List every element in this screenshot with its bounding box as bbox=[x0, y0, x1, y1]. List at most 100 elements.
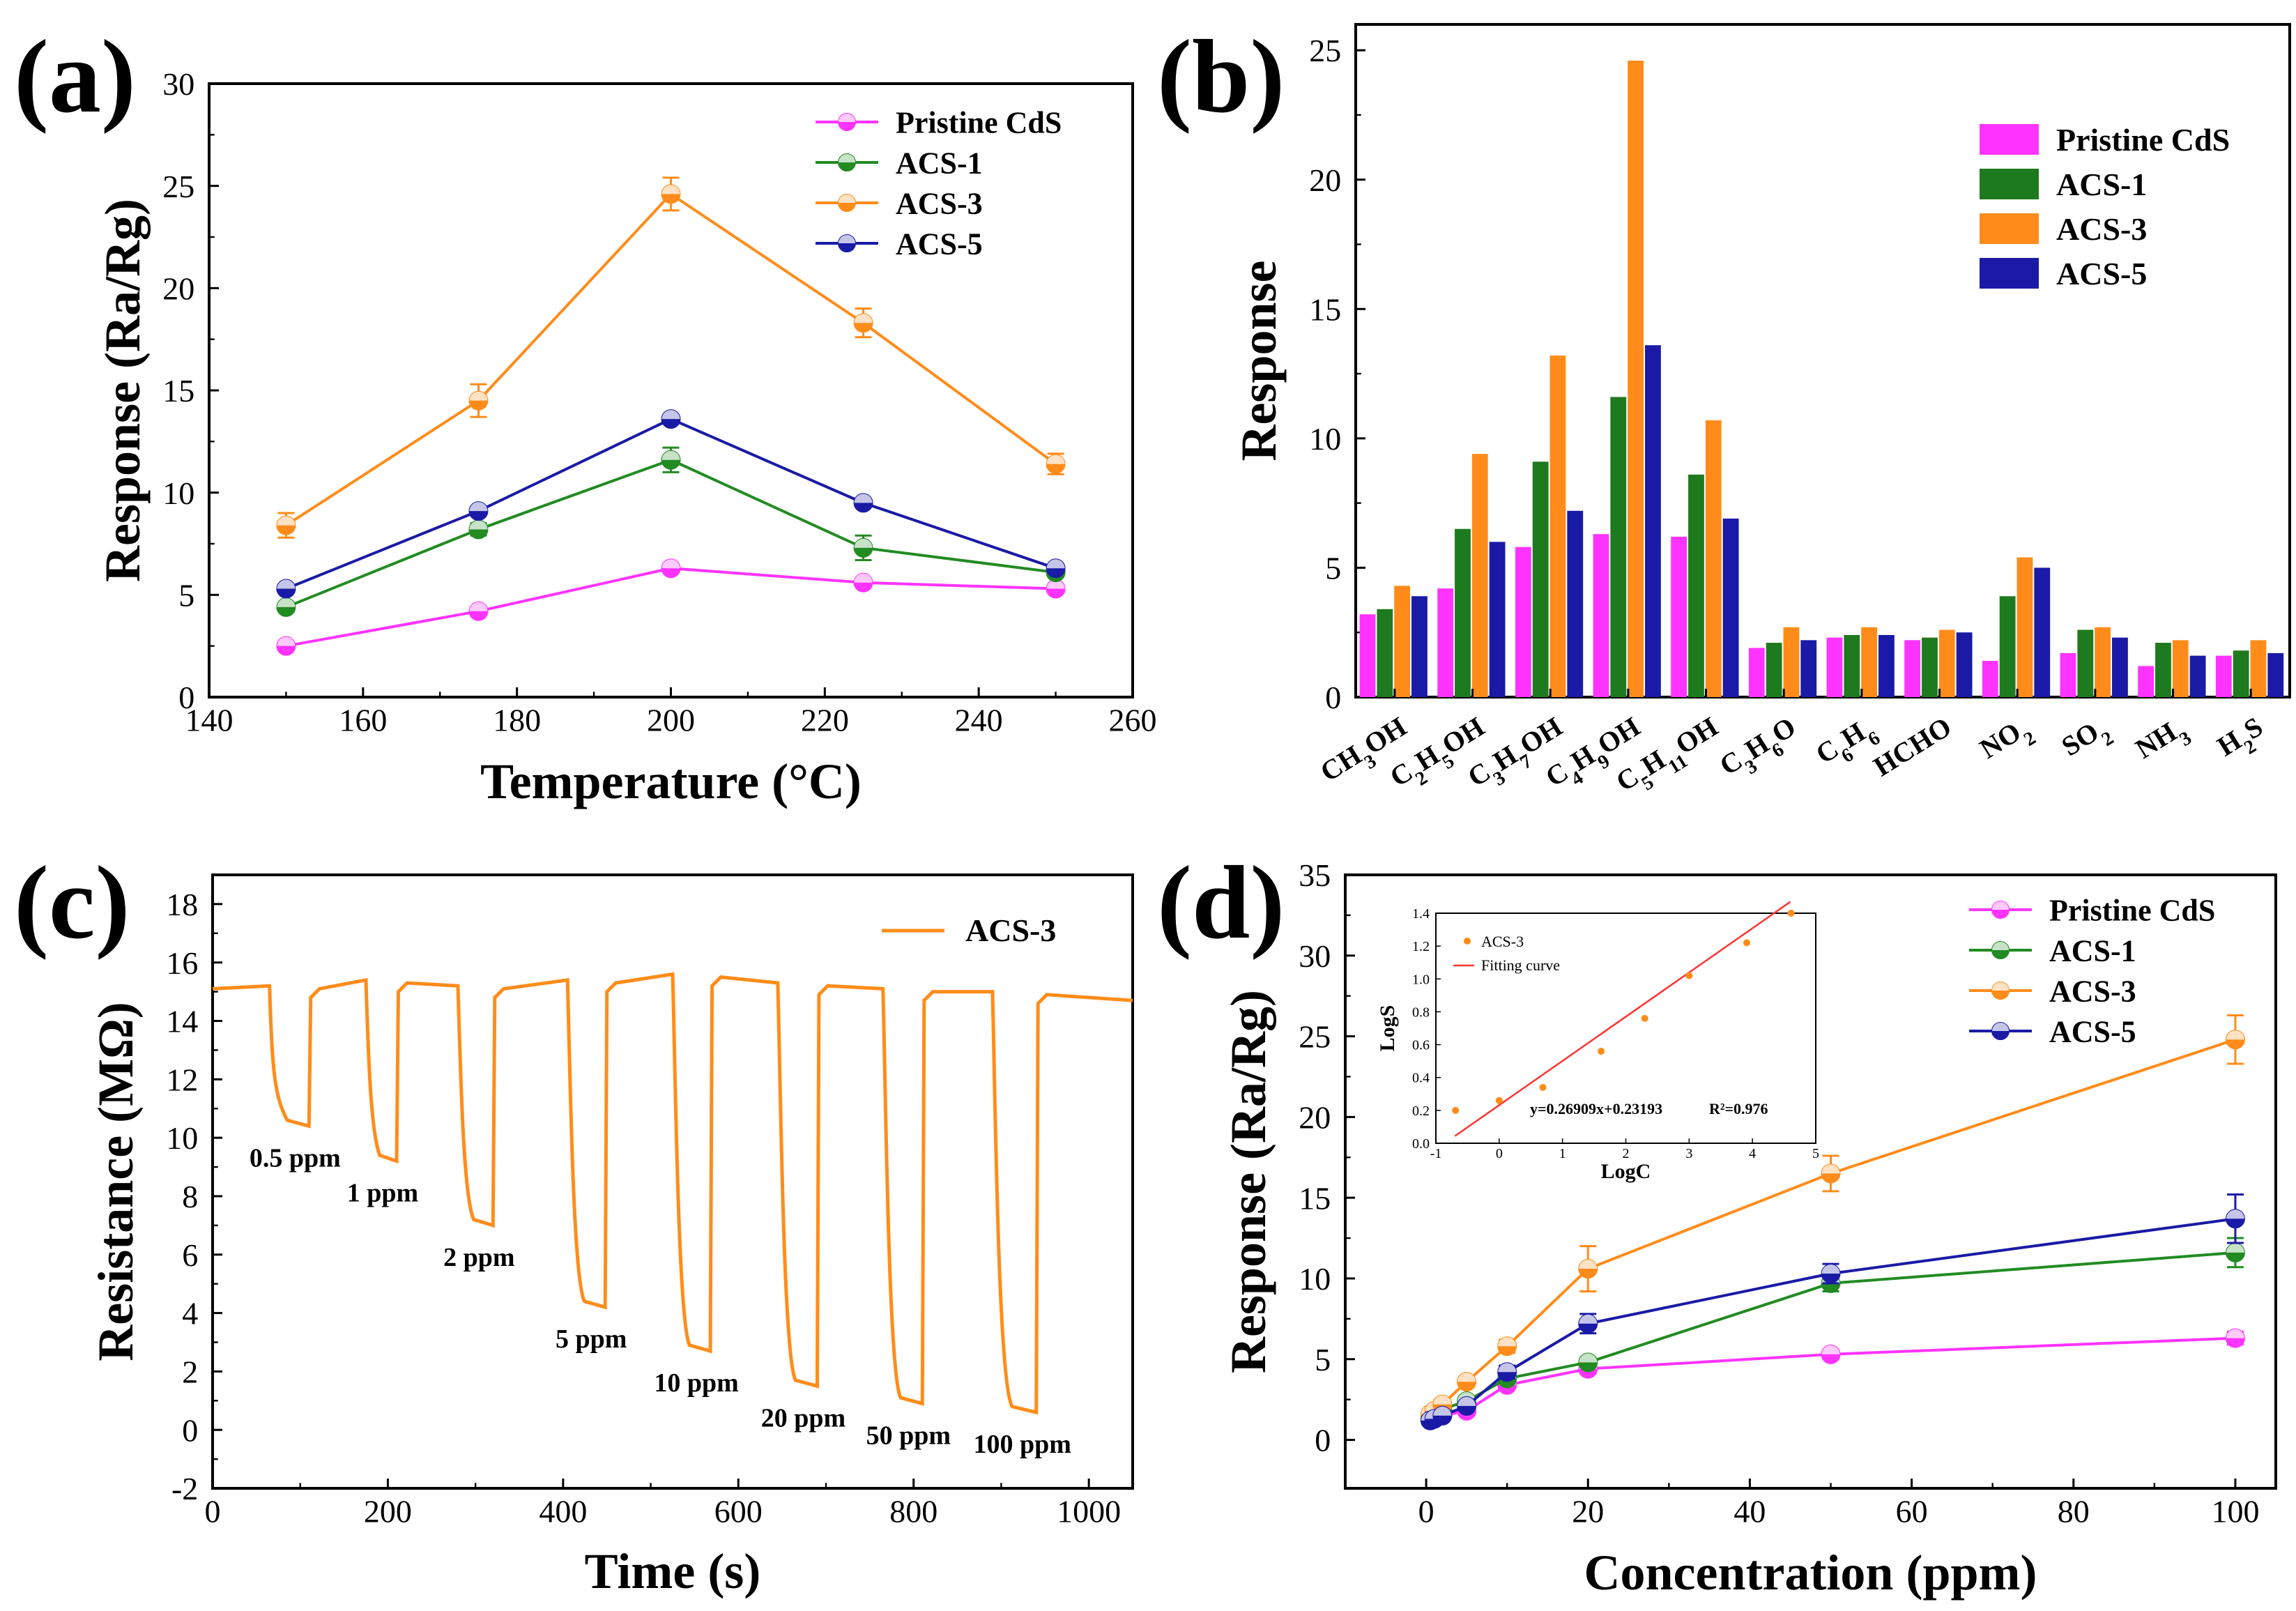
x-tick-label: 180 bbox=[493, 702, 541, 738]
legend-swatch bbox=[1980, 258, 2039, 289]
data-point-pristine-cds bbox=[661, 558, 681, 579]
inset-legend-label: Fitting curve bbox=[1481, 956, 1560, 974]
data-point-acs-3-highlight bbox=[1046, 455, 1065, 464]
bar-acs-5 bbox=[1722, 518, 1739, 697]
x-tick-label: 2 bbox=[1623, 1146, 1630, 1161]
y-tick-label: 10 bbox=[162, 475, 194, 511]
data-point-pristine-cds-highlight bbox=[277, 636, 296, 646]
y-tick-label: 0 bbox=[1315, 1423, 1331, 1458]
x-tick-label: C3H6O bbox=[1714, 710, 1806, 789]
concentration-annotation: 20 ppm bbox=[761, 1403, 845, 1433]
x-tick-label: -1 bbox=[1430, 1146, 1442, 1161]
bar-acs-1 bbox=[1377, 609, 1393, 697]
legend-marker-highlight bbox=[1992, 982, 2009, 991]
legend-label: ACS-5 bbox=[2056, 256, 2147, 291]
panel-label: (d) bbox=[1157, 845, 1285, 961]
y-tick-label: 5 bbox=[178, 577, 194, 613]
bar-acs-5 bbox=[1645, 345, 1661, 697]
legend-label: ACS-5 bbox=[896, 227, 983, 261]
panel-d: (d)0 20 40 60 80 10005101520253035Concentrati… bbox=[1157, 845, 2277, 1601]
concentration-annotation: 100 ppm bbox=[974, 1430, 1071, 1459]
x-tick-label-part: NH bbox=[2130, 716, 2182, 765]
bar-acs-1 bbox=[1688, 474, 1704, 697]
data-point-acs-1-highlight bbox=[1579, 1353, 1598, 1363]
legend-marker-highlight bbox=[1992, 901, 2009, 910]
x-tick-label: 140 bbox=[185, 702, 234, 738]
x-tick-label: 260 bbox=[1109, 702, 1157, 738]
bar-acs-3 bbox=[1861, 627, 1878, 697]
bar-acs-1 bbox=[1455, 528, 1471, 697]
x-tick-label: C6H6 bbox=[1810, 710, 1884, 777]
legend-marker bbox=[1991, 1022, 2010, 1040]
bar-pristine-cds bbox=[1671, 536, 1687, 697]
bar-pristine-cds bbox=[1515, 547, 1531, 697]
data-point-acs-5 bbox=[1457, 1396, 1477, 1416]
y-tick-label: 15 bbox=[1309, 291, 1341, 327]
x-tick-label: SO2 bbox=[2056, 710, 2118, 770]
y-tick-label: 0 bbox=[1325, 680, 1341, 715]
bar-pristine-cds bbox=[1982, 661, 1998, 697]
legend-label: ACS-5 bbox=[2049, 1014, 2136, 1048]
bar-acs-1 bbox=[2077, 629, 2094, 697]
y-axis-label: Response bbox=[1231, 260, 1287, 461]
data-point-acs-1-highlight bbox=[277, 597, 296, 607]
x-tick-label-part: CH bbox=[1315, 739, 1367, 788]
bar-acs-5 bbox=[1800, 640, 1817, 697]
inset-legend-label: ACS-3 bbox=[1481, 933, 1524, 950]
x-tick-label: 40 bbox=[1734, 1493, 1766, 1529]
plot-frame bbox=[1344, 873, 2277, 1490]
data-point-acs-5-highlight bbox=[1498, 1363, 1517, 1373]
concentration-annotation: 50 ppm bbox=[866, 1421, 951, 1450]
x-tick-label: 0 bbox=[1418, 1493, 1434, 1529]
x-tick-label: 60 bbox=[1896, 1493, 1928, 1529]
y-tick-label: 2 bbox=[182, 1354, 198, 1389]
legend-label: ACS-1 bbox=[896, 146, 983, 180]
bar-acs-1 bbox=[2233, 650, 2249, 697]
legend-marker bbox=[838, 234, 856, 252]
concentration-annotation: 2 ppm bbox=[443, 1243, 514, 1272]
data-point-acs-3 bbox=[1497, 1336, 1517, 1357]
y-tick-label: 0 bbox=[182, 1412, 198, 1448]
y-axis-label: Response (Ra/Rg) bbox=[95, 199, 151, 582]
y-tick-label: 30 bbox=[1299, 938, 1331, 974]
series-line-acs-5 bbox=[1430, 1217, 2236, 1422]
data-point-acs-5 bbox=[2225, 1209, 2245, 1229]
bar-pristine-cds bbox=[1437, 588, 1454, 697]
legend-marker-highlight bbox=[1992, 942, 2009, 950]
legend-label: Pristine CdS bbox=[896, 105, 1062, 139]
bar-acs-3 bbox=[1705, 420, 1722, 697]
y-tick-label: 18 bbox=[166, 887, 198, 922]
data-point-acs-5-highlight bbox=[1046, 559, 1065, 569]
data-point-acs-1 bbox=[2225, 1242, 2245, 1262]
y-tick-label: 4 bbox=[182, 1296, 198, 1331]
legend-marker-highlight bbox=[839, 235, 855, 243]
legend-marker-highlight bbox=[839, 154, 855, 162]
legend-marker bbox=[838, 113, 856, 131]
y-axis-label: LogS bbox=[1376, 1005, 1399, 1052]
data-point-pristine-cds-highlight bbox=[1046, 579, 1065, 589]
y-tick-label: 30 bbox=[162, 66, 194, 102]
legend-label: ACS-3 bbox=[2056, 211, 2147, 247]
bar-acs-5 bbox=[1567, 510, 1584, 697]
data-point-acs-3-highlight bbox=[1821, 1164, 1840, 1174]
data-point-acs-3-highlight bbox=[469, 391, 488, 401]
data-point-acs-5 bbox=[1578, 1313, 1598, 1334]
data-point-acs-5 bbox=[853, 493, 873, 513]
data-point-pristine-cds bbox=[1821, 1344, 1841, 1364]
y-tick-label: 5 bbox=[1315, 1342, 1331, 1377]
data-point-acs-1-highlight bbox=[854, 538, 873, 548]
x-tick-label: H2S bbox=[2212, 710, 2273, 770]
inset-data-point bbox=[1787, 910, 1795, 917]
concentration-annotation: 1 ppm bbox=[347, 1179, 418, 1208]
inset-data-point bbox=[1495, 1097, 1503, 1104]
data-point-acs-1 bbox=[1578, 1352, 1598, 1373]
data-point-acs-1-highlight bbox=[469, 520, 488, 530]
legend-swatch bbox=[1980, 169, 2039, 199]
data-point-acs-1-highlight bbox=[2226, 1243, 2244, 1253]
bar-acs-1 bbox=[1532, 461, 1549, 697]
y-tick-label: 1.0 bbox=[1412, 972, 1430, 987]
inset-legend-marker bbox=[1464, 938, 1471, 945]
x-tick-label: 4 bbox=[1749, 1146, 1756, 1161]
bar-acs-3 bbox=[1628, 60, 1644, 697]
